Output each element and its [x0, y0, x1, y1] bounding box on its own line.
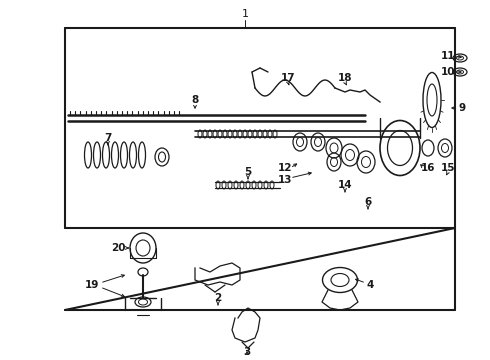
Text: 3: 3: [244, 347, 250, 357]
Text: 19: 19: [85, 280, 99, 290]
Text: 10: 10: [441, 67, 455, 77]
Text: 9: 9: [459, 103, 466, 113]
Text: 16: 16: [421, 163, 435, 173]
Text: 18: 18: [338, 73, 352, 83]
Text: 2: 2: [215, 293, 221, 303]
Text: 4: 4: [367, 280, 374, 290]
Text: 11: 11: [441, 51, 455, 61]
Text: 5: 5: [245, 167, 252, 177]
Text: 12: 12: [278, 163, 292, 173]
Text: 8: 8: [192, 95, 198, 105]
Text: 14: 14: [338, 180, 352, 190]
Text: 20: 20: [111, 243, 125, 253]
Text: 7: 7: [104, 133, 112, 143]
Text: 6: 6: [365, 197, 371, 207]
Text: 15: 15: [441, 163, 455, 173]
Text: 1: 1: [242, 9, 248, 19]
Text: 17: 17: [281, 73, 295, 83]
Text: 13: 13: [278, 175, 292, 185]
